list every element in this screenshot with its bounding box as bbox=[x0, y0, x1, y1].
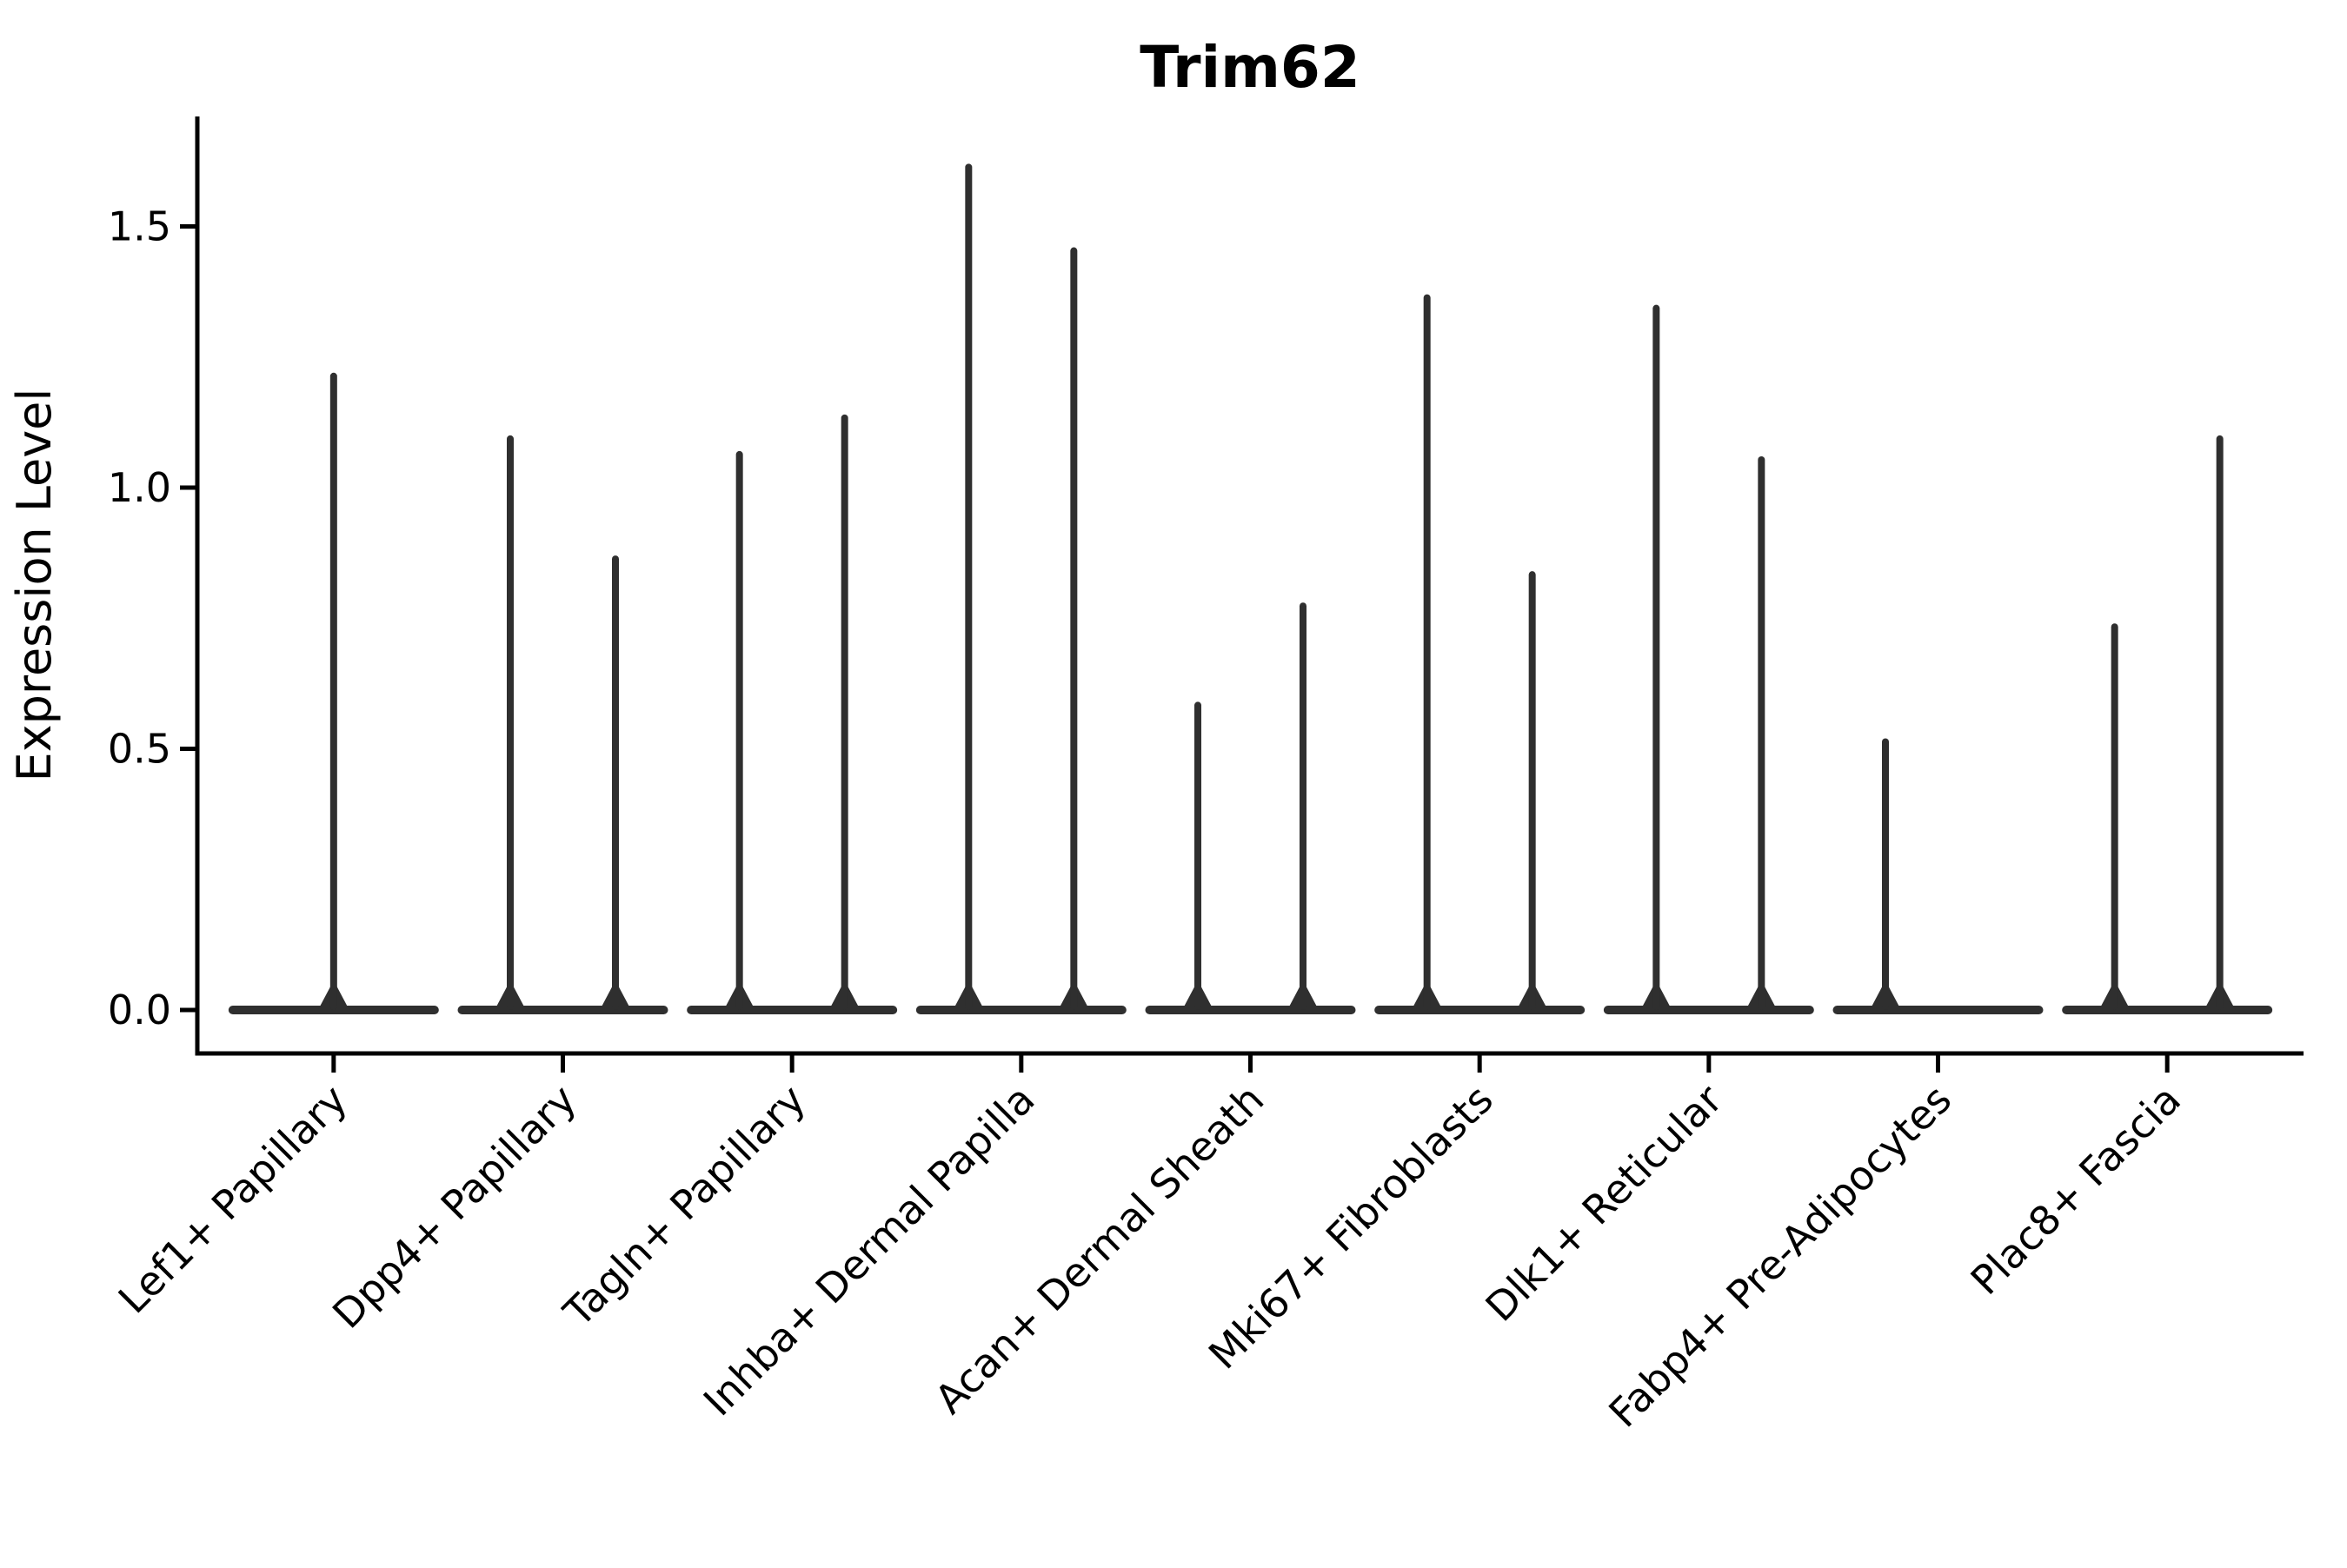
violin-tail-spike bbox=[1758, 455, 1765, 1010]
violin-body bbox=[1603, 1006, 1814, 1014]
violin-tail-spike bbox=[2111, 623, 2118, 1010]
violin-body bbox=[1832, 1006, 2044, 1014]
violin-body bbox=[915, 1006, 1127, 1014]
x-tick-label: Tagln+ Papillary bbox=[554, 1076, 814, 1337]
y-axis-label: Expression Level bbox=[7, 389, 62, 782]
y-tick-label: 0.5 bbox=[108, 726, 171, 773]
violin-tail-spike bbox=[735, 450, 743, 1010]
violin-body bbox=[2062, 1006, 2273, 1014]
violin-tail-spike bbox=[1528, 571, 1536, 1010]
violin-tail-spike bbox=[1300, 602, 1306, 1010]
violin-body bbox=[1145, 1006, 1356, 1014]
violin-tail-spike bbox=[612, 555, 619, 1010]
violin-tail-spike bbox=[1194, 701, 1201, 1010]
x-tick-label: Plac8+ Fascia bbox=[1962, 1076, 2190, 1304]
violin-layer bbox=[228, 163, 2273, 1014]
violin-tail-spike bbox=[329, 372, 337, 1010]
x-tick-label: Dpp4+ Papillary bbox=[323, 1076, 585, 1338]
x-tick-label: Lef1+ Papillary bbox=[110, 1076, 356, 1323]
violin-tail-spike bbox=[841, 414, 848, 1010]
violin-tail-spike bbox=[1652, 304, 1660, 1010]
violin-tail-spike bbox=[1423, 294, 1431, 1010]
x-tick-label: Dlk1+ Reticular bbox=[1476, 1076, 1731, 1331]
y-tick-label: 1.0 bbox=[108, 464, 171, 511]
violin-tail-spike bbox=[2216, 435, 2224, 1010]
y-tick-label: 1.5 bbox=[108, 203, 171, 250]
y-tick-label: 0.0 bbox=[108, 987, 171, 1033]
violin-body bbox=[1374, 1006, 1586, 1014]
axis-spines bbox=[195, 116, 2304, 1056]
violin-body bbox=[457, 1006, 668, 1014]
chart-title: Trim62 bbox=[1140, 34, 1360, 101]
violin-body bbox=[687, 1006, 898, 1014]
violin-tail-spike bbox=[1882, 738, 1889, 1010]
violin-tail-spike bbox=[507, 435, 514, 1010]
violin-tail-spike bbox=[1070, 247, 1078, 1010]
violin-tail-spike bbox=[965, 163, 973, 1010]
